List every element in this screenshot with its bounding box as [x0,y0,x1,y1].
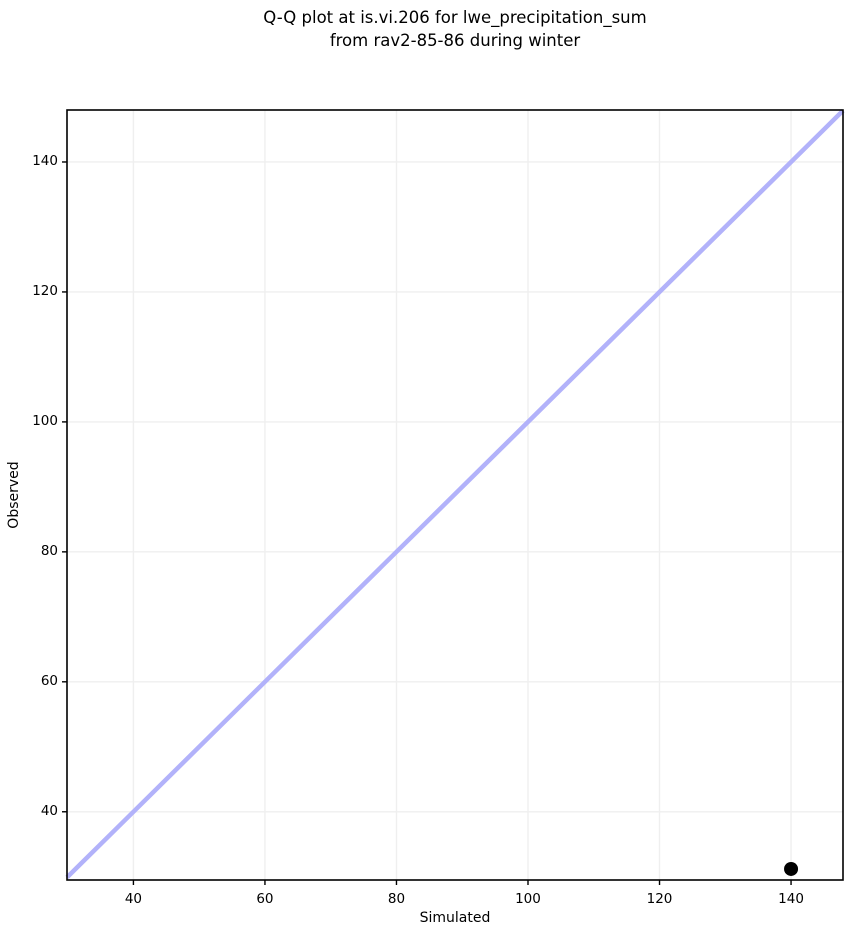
x-tick-label: 40 [124,891,142,907]
x-tick-label: 80 [387,891,406,907]
axes-spines [66,109,844,881]
x-tick-label: 60 [256,891,274,907]
y-tick-label: 80 [40,542,58,559]
y-tick-label: 120 [32,282,58,299]
x-axis-label: Simulated [419,910,491,926]
chart-title-line-1: Q-Q plot at is.vi.206 for lwe_precipitat… [263,8,647,27]
y-axis-label: Observed [6,461,22,529]
y-tick-label: 100 [32,412,58,429]
y-tick-label: 40 [40,802,58,819]
x-tick-label: 140 [778,891,804,907]
x-tick-label: 100 [515,891,541,907]
identity-line [65,109,845,880]
chart-title: Q-Q plot at is.vi.206 for lwe_precipitat… [67,6,843,52]
y-tick-label: 140 [32,152,58,169]
plot-area [62,109,845,885]
y-tick-label: 60 [40,672,58,689]
data-point [784,861,799,876]
x-tick-label: 120 [646,891,673,907]
chart-title-line-2: from rav2-85-86 during winter [329,31,581,50]
